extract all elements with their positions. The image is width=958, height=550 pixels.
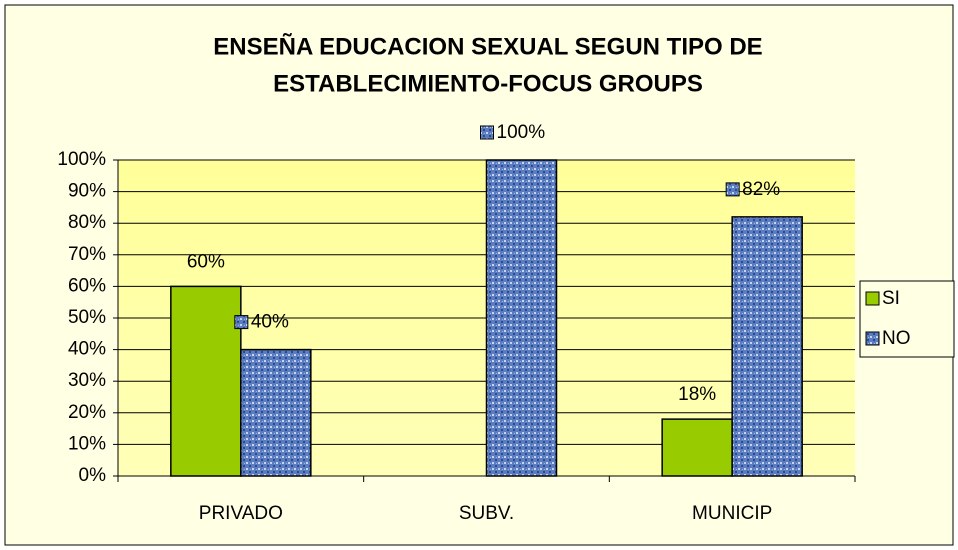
y-tick-label: 20% bbox=[68, 402, 106, 423]
bar bbox=[170, 285, 242, 477]
y-tick-label: 60% bbox=[68, 275, 106, 296]
bar bbox=[485, 159, 558, 477]
x-tick-label: PRIVADO bbox=[199, 503, 283, 524]
legend-key bbox=[865, 331, 880, 346]
bar bbox=[240, 348, 312, 477]
data-label: 60% bbox=[187, 251, 225, 272]
legend-key bbox=[865, 291, 880, 306]
y-tick-label: 0% bbox=[79, 465, 107, 486]
data-label: 18% bbox=[678, 384, 716, 405]
data-label: 100% bbox=[497, 122, 546, 143]
bar bbox=[731, 216, 803, 477]
x-tick-label: SUBV. bbox=[459, 503, 514, 524]
chart-title: ESTABLECIMIENTO-FOCUS GROUPS bbox=[273, 70, 703, 97]
y-tick-label: 10% bbox=[68, 433, 106, 454]
y-tick-label: 90% bbox=[68, 181, 106, 202]
legend-label: SI bbox=[882, 288, 900, 309]
y-tick-label: 40% bbox=[68, 339, 106, 360]
y-tick-label: 50% bbox=[68, 307, 106, 328]
data-label: 40% bbox=[251, 312, 289, 333]
label-key bbox=[725, 182, 740, 197]
y-tick-label: 80% bbox=[68, 212, 106, 233]
data-label: 82% bbox=[742, 179, 780, 200]
label-key bbox=[234, 315, 249, 330]
y-tick-label: 70% bbox=[68, 244, 106, 265]
legend-label: NO bbox=[882, 328, 911, 349]
chart-title: ENSEÑA EDUCACION SEXUAL SEGUN TIPO DE bbox=[213, 32, 762, 60]
label-key bbox=[480, 125, 494, 140]
y-tick-label: 30% bbox=[68, 370, 106, 391]
y-tick-label: 100% bbox=[57, 149, 106, 170]
x-tick-label: MUNICIP bbox=[692, 503, 772, 524]
bar bbox=[661, 418, 733, 477]
